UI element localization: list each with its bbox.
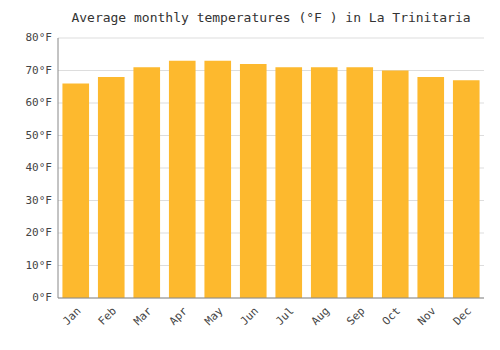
- bar: [240, 64, 267, 298]
- x-tick-label: Aug: [309, 305, 332, 328]
- bar: [453, 80, 480, 298]
- x-tick-label: Nov: [415, 304, 439, 328]
- y-axis: 0°F 10°F 20°F 30°F 40°F 50°F 60°F 70°F 80°F: [26, 31, 485, 304]
- chart-svg: Average monthly temperatures (°F ) in La…: [0, 0, 500, 350]
- y-tick-label: 50°F: [26, 129, 53, 142]
- bar: [382, 71, 409, 299]
- title: Average monthly temperatures (°F ) in La…: [71, 10, 470, 25]
- y-tick-label: 80°F: [26, 31, 53, 44]
- x-tick-label: Feb: [96, 305, 119, 328]
- y-tick-label: 30°F: [26, 194, 53, 207]
- bar: [98, 77, 125, 298]
- bar: [346, 67, 373, 298]
- x-tick-label: Sep: [344, 305, 367, 328]
- x-tick-label: Apr: [167, 304, 191, 328]
- y-tick-label: 20°F: [26, 226, 53, 239]
- y-tick-label: 0°F: [32, 291, 52, 304]
- y-tick-label: 40°F: [26, 161, 53, 174]
- bar: [169, 61, 196, 298]
- chart-container: Average monthly temperatures (°F ) in La…: [0, 0, 500, 350]
- y-tick-label: 70°F: [26, 64, 53, 77]
- grid-line: [58, 70, 484, 71]
- x-tick-label: May: [202, 304, 226, 328]
- bar: [275, 67, 302, 298]
- bar: [204, 61, 231, 298]
- x-tick-label: Mar: [131, 304, 155, 328]
- x-tick-label: Oct: [380, 305, 403, 328]
- bar: [133, 67, 160, 298]
- bars: [62, 61, 479, 298]
- y-axis-line: [58, 38, 59, 298]
- bar: [311, 67, 338, 298]
- background: [0, 0, 500, 350]
- x-axis-line: [58, 298, 484, 299]
- x-tick-label: Dec: [451, 305, 474, 328]
- x-axis: Jan Feb Mar Apr May Jun Jul Aug Sep Oct Nov Dec: [60, 304, 474, 328]
- grid-line: [58, 298, 484, 299]
- x-tick-label: Jan: [60, 305, 83, 328]
- x-tick-label: Jul: [273, 305, 296, 328]
- grid-line: [58, 38, 484, 39]
- bar: [417, 77, 444, 298]
- x-tick-label: Jun: [238, 305, 261, 328]
- y-tick-label: 60°F: [26, 96, 53, 109]
- y-tick-label: 10°F: [26, 259, 53, 272]
- bar: [62, 84, 89, 299]
